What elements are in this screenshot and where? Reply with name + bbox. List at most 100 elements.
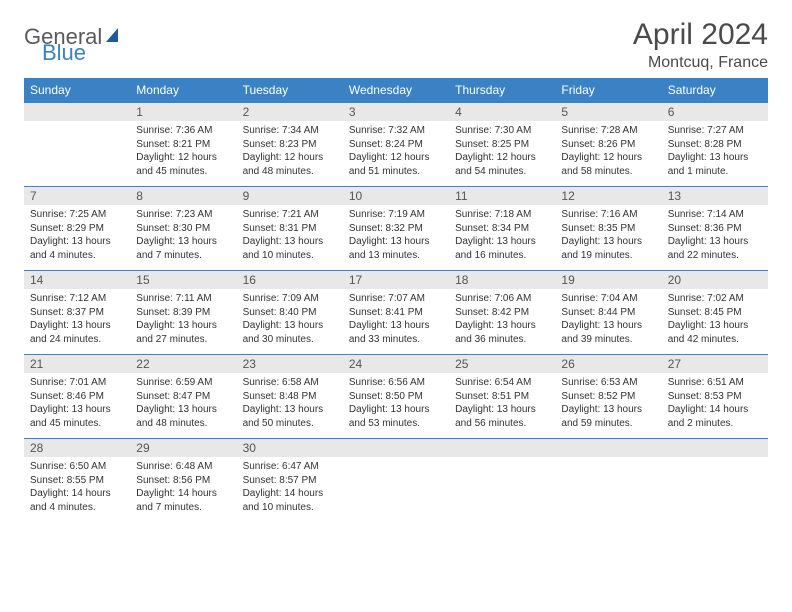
weekday-header: Wednesday bbox=[343, 78, 449, 103]
day-number: 5 bbox=[555, 103, 661, 121]
day-number: 18 bbox=[449, 271, 555, 289]
day-number: 26 bbox=[555, 355, 661, 373]
day-content: Sunrise: 7:16 AMSunset: 8:35 PMDaylight:… bbox=[555, 205, 661, 266]
day-number: 22 bbox=[130, 355, 236, 373]
day-line: Daylight: 13 hours bbox=[561, 319, 655, 333]
calendar-week-row: 21Sunrise: 7:01 AMSunset: 8:46 PMDayligh… bbox=[24, 355, 768, 439]
calendar-day-cell: 24Sunrise: 6:56 AMSunset: 8:50 PMDayligh… bbox=[343, 355, 449, 439]
day-line: Daylight: 14 hours bbox=[136, 487, 230, 501]
day-line: Daylight: 12 hours bbox=[136, 151, 230, 165]
day-line: and 56 minutes. bbox=[455, 417, 549, 431]
day-line: and 45 minutes. bbox=[30, 417, 124, 431]
day-line: and 4 minutes. bbox=[30, 249, 124, 263]
day-number: 10 bbox=[343, 187, 449, 205]
calendar-day-cell: 19 Sunrise: 7:04 AMSunset: 8:44 PMDayligh… bbox=[555, 271, 661, 355]
day-number: 17 bbox=[343, 271, 449, 289]
day-number: 3 bbox=[343, 103, 449, 121]
day-line: Daylight: 12 hours bbox=[561, 151, 655, 165]
day-line: Sunrise: 7:25 AM bbox=[30, 208, 124, 222]
day-content: Sunrise: 7:07 AMSunset: 8:41 PMDaylight:… bbox=[343, 289, 449, 350]
day-line: Daylight: 13 hours bbox=[349, 235, 443, 249]
calendar-day-cell: 30Sunrise: 6:47 AMSunset: 8:57 PMDayligh… bbox=[237, 439, 343, 523]
day-line: Sunrise: 7:14 AM bbox=[668, 208, 762, 222]
day-line: Sunrise: 7:06 AM bbox=[455, 292, 549, 306]
day-line: and 36 minutes. bbox=[455, 333, 549, 347]
day-line: Daylight: 13 hours bbox=[668, 235, 762, 249]
day-line: and 33 minutes. bbox=[349, 333, 443, 347]
day-number: 7 bbox=[24, 187, 130, 205]
weekday-header: Thursday bbox=[449, 78, 555, 103]
day-line: Sunset: 8:56 PM bbox=[136, 474, 230, 488]
calendar-day-cell: 7Sunrise: 7:25 AMSunset: 8:29 PMDaylight… bbox=[24, 187, 130, 271]
day-number: 11 bbox=[449, 187, 555, 205]
calendar-day-cell: 5 Sunrise: 7:28 AMSunset: 8:26 PMDaylight… bbox=[555, 103, 661, 187]
day-line: and 48 minutes. bbox=[243, 165, 337, 179]
day-number: 13 bbox=[662, 187, 768, 205]
day-line: Sunrise: 7:28 AM bbox=[561, 124, 655, 138]
day-line: Sunrise: 7:01 AM bbox=[30, 376, 124, 390]
weekday-header: Friday bbox=[555, 78, 661, 103]
day-line: Sunset: 8:35 PM bbox=[561, 222, 655, 236]
day-line: Daylight: 13 hours bbox=[30, 235, 124, 249]
day-line: Daylight: 13 hours bbox=[136, 403, 230, 417]
calendar-day-cell: 27Sunrise: 6:51 AMSunset: 8:53 PMDayligh… bbox=[662, 355, 768, 439]
day-line: Daylight: 13 hours bbox=[30, 403, 124, 417]
day-line: Sunrise: 6:59 AM bbox=[136, 376, 230, 390]
calendar-day-cell: 4Sunrise: 7:30 AMSunset: 8:25 PMDaylight… bbox=[449, 103, 555, 187]
day-line: Daylight: 13 hours bbox=[243, 235, 337, 249]
calendar-day-cell bbox=[24, 103, 130, 187]
day-line: Daylight: 13 hours bbox=[668, 151, 762, 165]
day-line: Sunrise: 7:30 AM bbox=[455, 124, 549, 138]
calendar-day-cell: 14Sunrise: 7:12 AMSunset: 8:37 PMDayligh… bbox=[24, 271, 130, 355]
day-line: Sunrise: 6:53 AM bbox=[561, 376, 655, 390]
calendar-week-row: 1Sunrise: 7:36 AMSunset: 8:21 PMDaylight… bbox=[24, 103, 768, 187]
day-number: 23 bbox=[237, 355, 343, 373]
day-line: Sunset: 8:29 PM bbox=[30, 222, 124, 236]
calendar-day-cell: 26Sunrise: 6:53 AMSunset: 8:52 PMDayligh… bbox=[555, 355, 661, 439]
day-number: 2 bbox=[237, 103, 343, 121]
day-content bbox=[24, 121, 130, 128]
weekday-header: Monday bbox=[130, 78, 236, 103]
calendar-day-cell bbox=[662, 439, 768, 523]
day-number: 4 bbox=[449, 103, 555, 121]
day-content: Sunrise: 6:47 AMSunset: 8:57 PMDaylight:… bbox=[237, 457, 343, 518]
day-line: Sunrise: 6:58 AM bbox=[243, 376, 337, 390]
day-line: Sunset: 8:26 PM bbox=[561, 138, 655, 152]
day-line: Sunset: 8:41 PM bbox=[349, 306, 443, 320]
day-line: Daylight: 13 hours bbox=[668, 319, 762, 333]
calendar-day-cell: 22Sunrise: 6:59 AMSunset: 8:47 PMDayligh… bbox=[130, 355, 236, 439]
day-line: Daylight: 13 hours bbox=[455, 319, 549, 333]
day-content: Sunrise: 7:09 AMSunset: 8:40 PMDaylight:… bbox=[237, 289, 343, 350]
day-content: Sunrise: 6:54 AMSunset: 8:51 PMDaylight:… bbox=[449, 373, 555, 434]
day-number: 19 bbox=[555, 271, 661, 289]
day-number: 9 bbox=[237, 187, 343, 205]
day-number bbox=[555, 439, 661, 457]
day-content: Sunrise: 7:27 AMSunset: 8:28 PMDaylight:… bbox=[662, 121, 768, 182]
day-line: Sunset: 8:40 PM bbox=[243, 306, 337, 320]
day-line: Sunset: 8:44 PM bbox=[561, 306, 655, 320]
day-line: Sunset: 8:36 PM bbox=[668, 222, 762, 236]
day-number: 1 bbox=[130, 103, 236, 121]
day-number: 6 bbox=[662, 103, 768, 121]
day-line: and 2 minutes. bbox=[668, 417, 762, 431]
calendar-day-cell: 9Sunrise: 7:21 AMSunset: 8:31 PMDaylight… bbox=[237, 187, 343, 271]
day-number bbox=[662, 439, 768, 457]
day-content: Sunrise: 6:50 AMSunset: 8:55 PMDaylight:… bbox=[24, 457, 130, 518]
day-line: and 30 minutes. bbox=[243, 333, 337, 347]
day-content: Sunrise: 6:48 AMSunset: 8:56 PMDaylight:… bbox=[130, 457, 236, 518]
calendar-week-row: 28Sunrise: 6:50 AMSunset: 8:55 PMDayligh… bbox=[24, 439, 768, 523]
calendar-day-cell: 23Sunrise: 6:58 AMSunset: 8:48 PMDayligh… bbox=[237, 355, 343, 439]
day-line: Sunset: 8:51 PM bbox=[455, 390, 549, 404]
calendar-day-cell: 28Sunrise: 6:50 AMSunset: 8:55 PMDayligh… bbox=[24, 439, 130, 523]
day-number: 24 bbox=[343, 355, 449, 373]
day-line: and 51 minutes. bbox=[349, 165, 443, 179]
day-line: Sunrise: 7:04 AM bbox=[561, 292, 655, 306]
day-line: Sunrise: 7:11 AM bbox=[136, 292, 230, 306]
day-number: 8 bbox=[130, 187, 236, 205]
day-content: Sunrise: 7:06 AMSunset: 8:42 PMDaylight:… bbox=[449, 289, 555, 350]
day-number bbox=[24, 103, 130, 121]
calendar-day-cell: 11Sunrise: 7:18 AMSunset: 8:34 PMDayligh… bbox=[449, 187, 555, 271]
day-content bbox=[343, 457, 449, 464]
calendar-week-row: 14Sunrise: 7:12 AMSunset: 8:37 PMDayligh… bbox=[24, 271, 768, 355]
day-content: Sunrise: 7:25 AMSunset: 8:29 PMDaylight:… bbox=[24, 205, 130, 266]
